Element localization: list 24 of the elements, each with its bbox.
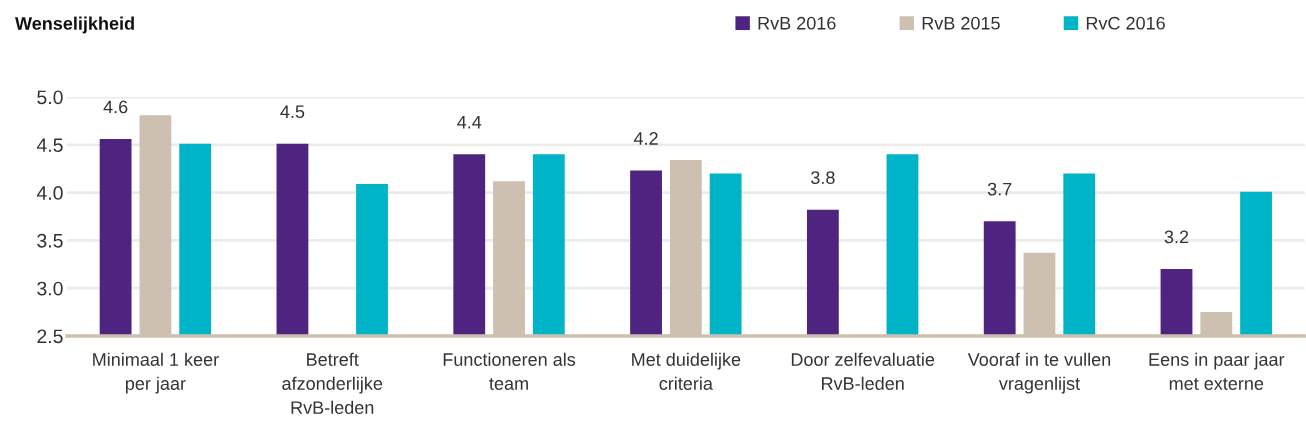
x-tick-label: Betreft afzonderlijke RvB-leden: [282, 352, 383, 414]
x-tick-label: Functioneren als team: [443, 352, 576, 390]
y-tick-label: 3.5: [37, 233, 63, 248]
x-tick-label: Eens in paar jaar met externe: [1149, 352, 1285, 390]
y-tick-label: 5.0: [37, 90, 63, 105]
data-label: 4.5: [280, 105, 305, 119]
x-tick-label: Minimaal 1 keer per jaar: [93, 352, 219, 394]
x-tick-label: Door zelfevaluatie RvB-leden: [791, 352, 935, 390]
data-label: 4.4: [457, 115, 482, 129]
chart-title: Wenselijkheid: [15, 16, 134, 34]
x-tick-label: Met duidelijke criteria: [632, 352, 741, 390]
y-tick-label: 3.0: [37, 281, 63, 296]
legend-label: RvB 2015: [922, 16, 1000, 30]
data-label: 3.7: [987, 182, 1012, 196]
y-tick-label: 4.5: [36, 138, 63, 153]
y-tick-label: 2.5: [37, 329, 63, 344]
data-label: 4.6: [103, 100, 128, 114]
x-tick-label: Vooraf in te vullen vragenlijst: [967, 352, 1111, 394]
data-label: 3.8: [811, 171, 835, 185]
y-tick-label: 4.0: [36, 186, 63, 200]
legend-label: RvB 2016: [758, 16, 836, 30]
legend-label: RvC 2016: [1086, 16, 1165, 30]
data-label: 3.2: [1164, 230, 1189, 244]
data-label: 4.2: [633, 132, 658, 145]
